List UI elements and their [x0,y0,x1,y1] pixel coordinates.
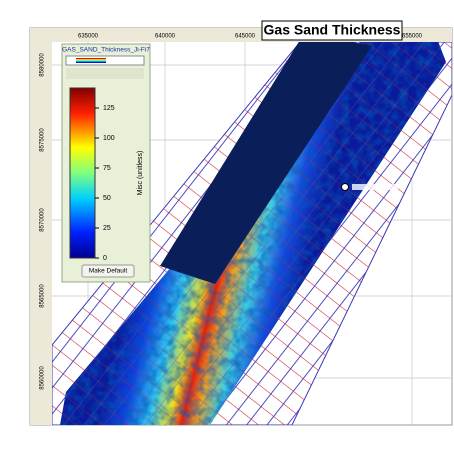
well-symbol [341,183,349,191]
x-axis-labels: 635000 640000 645000 655000 [78,34,423,40]
well-marker [341,183,398,191]
color-legend: GAS_SAND_Thickness_Ji-Fi7 Misc (unitless… [61,43,151,283]
color-bar-tick-label: 75 [103,165,111,172]
y-label: 8560000 [40,366,46,390]
legend-toolbar [66,68,144,79]
x-label: 645000 [235,34,256,40]
no-data-block [160,42,372,284]
make-default-button[interactable] [81,264,135,278]
color-bar-tick-label: 25 [103,225,111,232]
y-label: 8570000 [40,208,46,232]
x-label: 655000 [402,34,423,40]
color-bar-tick-label: 50 [103,195,111,202]
color-bar-tick-label: 100 [103,135,115,142]
button-label: Make Default [89,268,127,275]
color-bar-tick-label: 125 [103,105,115,112]
well-label-box [352,184,398,190]
left-axis-strip [30,28,52,425]
color-bar-tick-label: 0 [103,255,107,262]
palette-swatch [76,58,106,63]
map-content [52,42,452,425]
y-label: 8565000 [40,284,46,308]
title-box [261,20,403,41]
map-title: Gas Sand Thickness [264,22,401,38]
y-axis-labels: 8580000 8575000 8570000 8565000 8560000 [40,53,46,390]
y-label: 8580000 [40,53,46,77]
legend-axis-label: Misc (unitless) [137,151,144,196]
y-label: 8575000 [40,128,46,152]
x-label: 635000 [78,34,99,40]
survey-overlay [60,42,446,425]
color-bar [69,87,96,259]
x-label: 640000 [155,34,176,40]
legend-name: GAS_SAND_Thickness_Ji-Fi7 [62,47,150,54]
